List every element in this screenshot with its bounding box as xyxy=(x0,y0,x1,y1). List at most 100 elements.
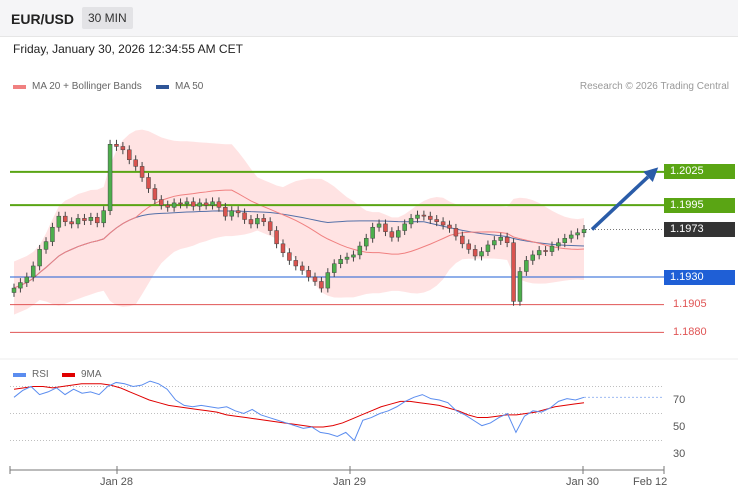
candle xyxy=(530,250,535,265)
candle xyxy=(299,261,305,275)
legend-label-ma50: MA 50 xyxy=(175,81,204,92)
x-label-jan30: Jan 30 xyxy=(566,476,600,488)
candle xyxy=(120,142,126,155)
candle xyxy=(69,217,74,229)
candle xyxy=(479,247,484,261)
candle xyxy=(556,238,561,251)
candle xyxy=(229,206,234,221)
candle xyxy=(460,231,465,249)
candle xyxy=(165,200,170,212)
candle xyxy=(344,252,350,264)
candle xyxy=(197,198,202,211)
candle xyxy=(492,236,497,250)
legend-ma50: MA 50 xyxy=(156,81,203,92)
candlesticks xyxy=(11,139,587,306)
candle xyxy=(287,248,292,265)
candle xyxy=(408,213,414,229)
candle xyxy=(306,265,311,282)
candle xyxy=(280,239,286,258)
level-lines xyxy=(10,170,664,333)
candle xyxy=(312,272,318,286)
candle xyxy=(453,223,459,241)
candle xyxy=(549,241,555,256)
candle xyxy=(524,256,529,276)
timeframe-button[interactable]: 30 MIN xyxy=(82,7,133,29)
legend-label-9ma: 9MA xyxy=(81,369,102,380)
level-label-pivot: 1.1930 xyxy=(664,269,735,285)
candle xyxy=(30,261,36,282)
candle xyxy=(82,213,87,226)
candle xyxy=(18,278,23,293)
candle xyxy=(472,244,478,261)
candle xyxy=(402,219,407,235)
candle xyxy=(191,197,196,211)
copyright-text: Research © 2026 Trading Central xyxy=(579,81,729,92)
candle xyxy=(351,250,356,262)
candle xyxy=(331,259,337,278)
candle xyxy=(242,208,247,224)
candle xyxy=(178,198,183,209)
candle xyxy=(37,244,42,271)
candle xyxy=(338,254,343,269)
candle xyxy=(146,173,151,193)
x-label-jan28: Jan 28 xyxy=(100,476,134,488)
candle xyxy=(11,283,17,297)
candle xyxy=(203,198,209,210)
datetime-label: Friday, January 30, 2026 12:34:55 AM CET xyxy=(13,42,243,56)
level-label-resistance: 1.2025 xyxy=(664,164,735,180)
rsi-tick-30: 30 xyxy=(673,448,686,460)
candle xyxy=(562,233,568,248)
level-label-last: 1.1973 xyxy=(664,221,735,237)
candle xyxy=(517,267,523,306)
candle xyxy=(396,226,401,242)
candle xyxy=(543,246,548,256)
rsi-tick-50: 50 xyxy=(673,421,686,433)
legend-swatch-9ma xyxy=(62,372,75,377)
candle xyxy=(274,226,279,249)
candle xyxy=(235,206,241,218)
projection-arrowhead xyxy=(643,167,659,183)
candle xyxy=(223,202,228,221)
rsi-9ma-line xyxy=(13,383,585,428)
candle xyxy=(434,215,439,227)
candle xyxy=(75,213,81,229)
rsi-tick-70: 70 xyxy=(673,394,686,406)
candle xyxy=(440,217,446,230)
candle xyxy=(370,222,375,243)
x-label-jan29: Jan 29 xyxy=(333,476,367,488)
candle xyxy=(325,268,331,293)
candle xyxy=(107,139,113,216)
chart-header: EUR/USD 30 MIN xyxy=(0,0,738,37)
candle xyxy=(50,222,55,247)
projection-arrow xyxy=(590,167,659,231)
candle xyxy=(88,212,94,226)
candle xyxy=(267,217,273,235)
candle xyxy=(216,197,222,212)
candle xyxy=(133,155,138,171)
ma20-line xyxy=(13,189,585,289)
x-label-feb12: Feb 12 xyxy=(633,476,668,488)
candle xyxy=(101,206,106,228)
candle xyxy=(43,237,49,254)
candle xyxy=(415,210,420,223)
legend-rsi: RSI xyxy=(13,369,49,380)
candle xyxy=(389,227,395,242)
candle xyxy=(114,139,119,151)
candle xyxy=(319,277,324,293)
candle xyxy=(184,197,190,209)
candle xyxy=(293,256,299,271)
legend-ma20-bollinger: MA 20 + Bollinger Bands xyxy=(13,81,142,92)
candle xyxy=(504,232,510,248)
candle xyxy=(171,198,177,212)
rsi-line xyxy=(13,380,585,442)
legend-9ma: 9MA xyxy=(62,369,102,380)
legend-swatch-ma50 xyxy=(156,84,169,89)
legend-swatch-rsi xyxy=(13,372,26,377)
candle xyxy=(511,238,516,306)
candle xyxy=(255,213,260,229)
legend-label-ma20: MA 20 + Bollinger Bands xyxy=(32,81,142,92)
candle xyxy=(56,211,62,232)
rsi-grid xyxy=(10,386,664,441)
level-label-resistance: 1.1995 xyxy=(664,197,735,213)
